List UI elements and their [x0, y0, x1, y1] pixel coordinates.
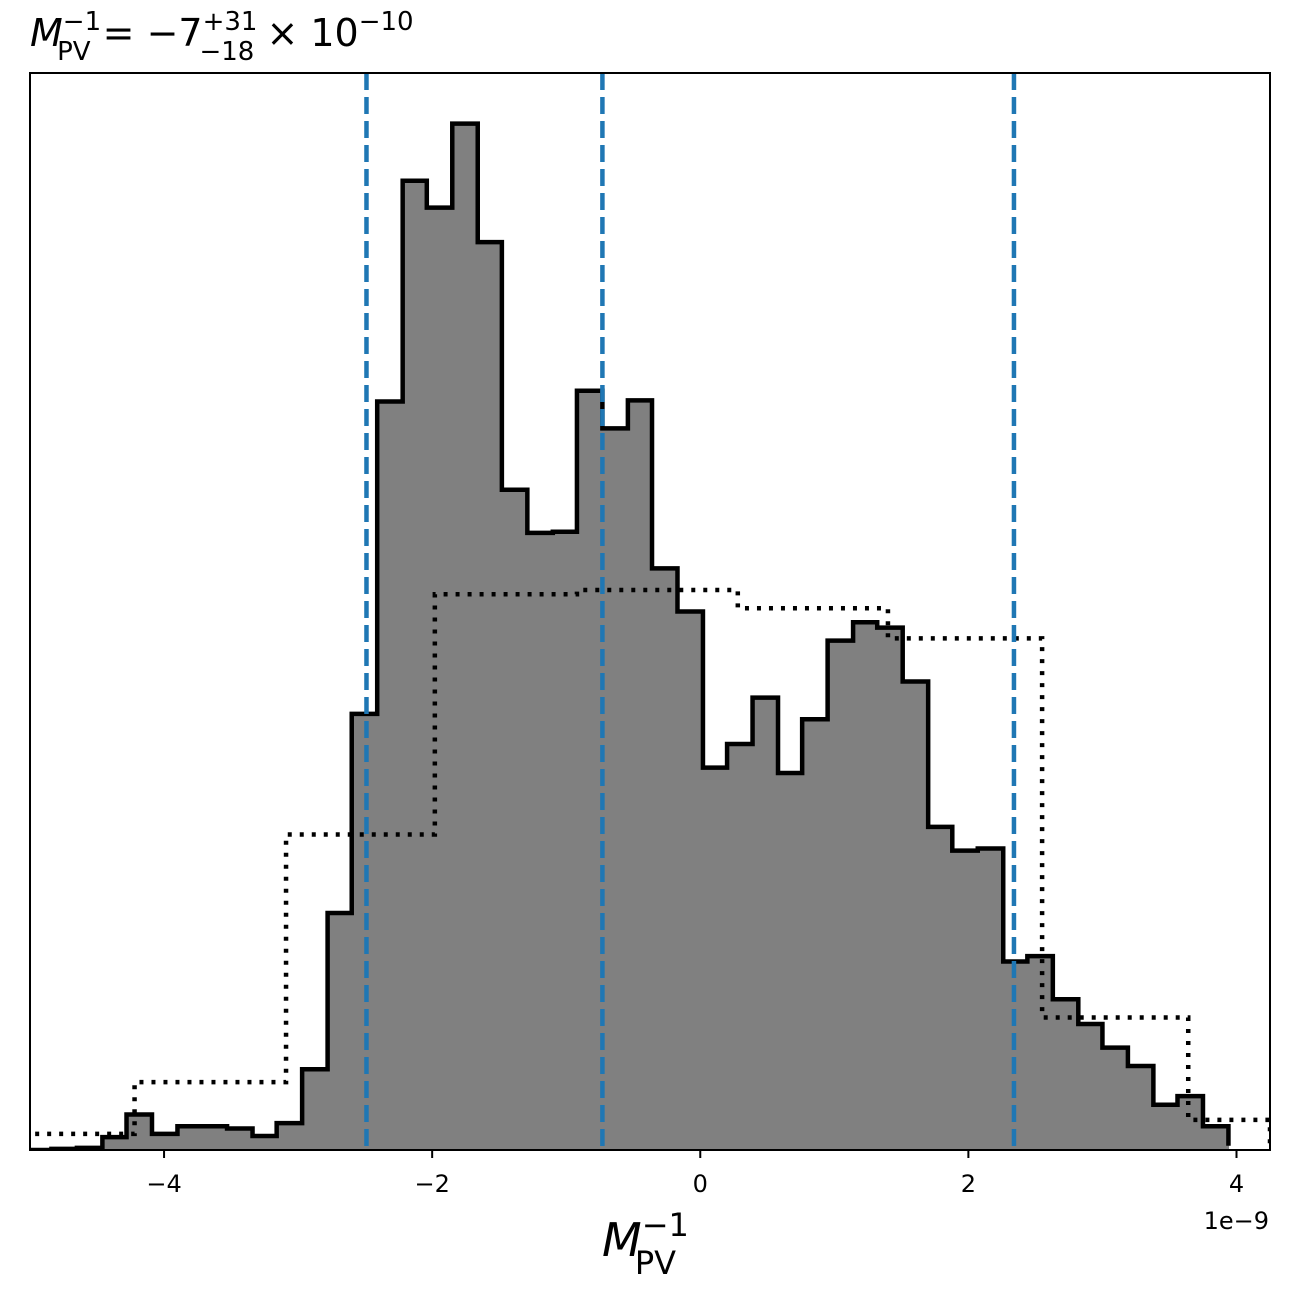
histogram-bar — [227, 1128, 254, 1150]
histogram-bar — [1027, 956, 1054, 1150]
histogram-bar — [1052, 999, 1079, 1150]
histogram-bar — [727, 743, 754, 1150]
histogram-bar — [151, 1133, 179, 1150]
x-axis-offset-label: 1e−9 — [1204, 1207, 1269, 1235]
histogram-bar — [252, 1135, 278, 1150]
x-axis-label: M−1 PV — [602, 1206, 689, 1282]
x-tick-label: 4 — [1229, 1170, 1244, 1198]
histogram-bar — [576, 390, 604, 1150]
histogram-bar — [276, 1123, 303, 1150]
histogram-bar — [627, 400, 653, 1150]
histogram-bar — [351, 713, 378, 1150]
histogram-bar — [201, 1126, 228, 1150]
histogram-bar — [977, 848, 1004, 1150]
histogram-bar — [752, 697, 779, 1150]
histogram-bar — [302, 1069, 329, 1150]
histogram-bar — [377, 401, 404, 1150]
x-tick-label: 2 — [961, 1170, 976, 1198]
histogram-bar — [1202, 1126, 1230, 1150]
histogram-bar — [327, 913, 353, 1150]
x-tick-label: 0 — [693, 1170, 708, 1198]
histogram-bar — [501, 489, 528, 1150]
histogram-bar — [477, 242, 503, 1150]
histogram-bar — [1177, 1096, 1204, 1150]
histogram-bar — [802, 719, 829, 1150]
histogram-bar — [877, 627, 904, 1150]
histogram-bar — [827, 640, 854, 1150]
histogram-bar — [1153, 1104, 1179, 1150]
histogram-bar — [1078, 1023, 1104, 1150]
histogram-bar — [177, 1126, 203, 1150]
histogram-bar — [126, 1114, 153, 1150]
histogram-bar — [602, 428, 629, 1150]
histogram-bar — [452, 123, 479, 1150]
histogram-bar — [677, 611, 704, 1150]
histogram-bar — [778, 773, 803, 1150]
histogram-bar — [652, 568, 679, 1150]
histogram-bar — [552, 531, 578, 1150]
histogram-bar — [853, 622, 878, 1150]
x-axis-ticks: −4 −2 0 2 4 — [146, 1150, 1244, 1198]
x-tick-label: −4 — [146, 1170, 181, 1198]
axes-frame — [29, 72, 1271, 1151]
histogram-outline — [30, 121, 1231, 1150]
plot-area — [30, 73, 1270, 1150]
histogram-bar — [902, 681, 929, 1150]
histogram-bar — [527, 532, 554, 1150]
x-tick-label: −2 — [414, 1170, 449, 1198]
prior-dotted-line — [30, 587, 1270, 1150]
histogram-bar — [426, 207, 453, 1150]
histogram-bar — [1102, 1047, 1129, 1150]
histogram-bar — [1127, 1065, 1154, 1150]
histogram-bar — [402, 180, 428, 1150]
histogram-bar — [702, 767, 728, 1150]
histogram-bar — [102, 1137, 128, 1150]
chart-title: M−1 PV = −7+31 −18 × 10−10 — [30, 7, 414, 67]
histogram-bar — [952, 850, 979, 1150]
histogram-bar — [928, 826, 953, 1150]
